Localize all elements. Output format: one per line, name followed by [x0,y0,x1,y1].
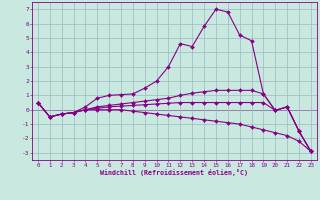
X-axis label: Windchill (Refroidissement éolien,°C): Windchill (Refroidissement éolien,°C) [100,169,248,176]
